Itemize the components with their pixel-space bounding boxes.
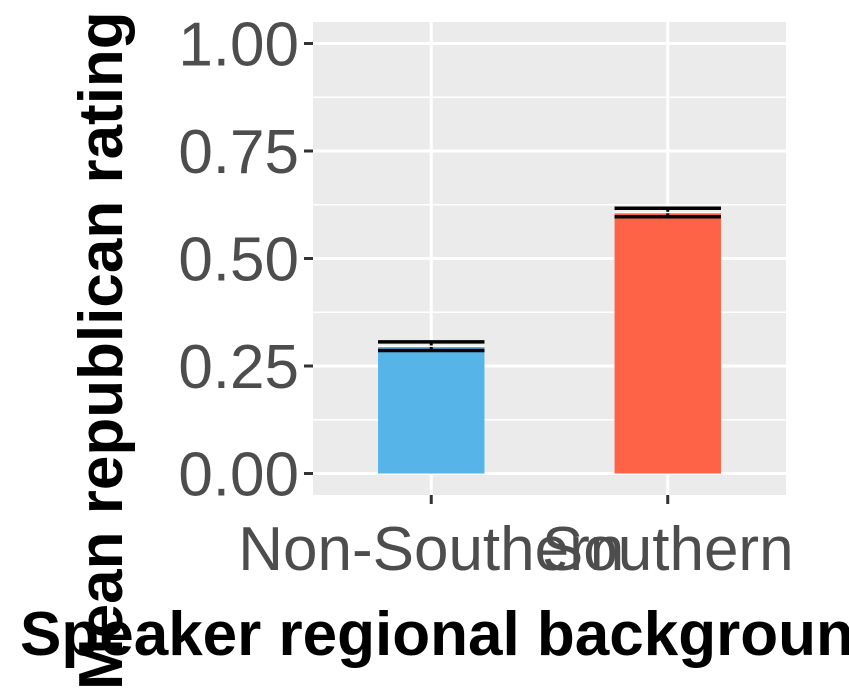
error-bars: [378, 206, 721, 353]
x-tick-label: Southern: [542, 515, 794, 584]
bars: [378, 212, 721, 474]
y-tick-label: 0.50: [178, 226, 299, 295]
y-axis-title: Mean republican rating: [67, 11, 136, 690]
y-tick-label: 0.00: [178, 441, 299, 510]
bar-southern: [614, 212, 721, 474]
y-axis: 0.00 0.25 0.50 0.75 1.00: [178, 11, 313, 510]
y-tick-label: 0.25: [178, 333, 299, 402]
x-tick-label: Non-Southern: [238, 515, 624, 584]
y-tick-label: 0.75: [178, 118, 299, 187]
bar-non-southern: [378, 346, 485, 474]
x-axis-title: Speaker regional background: [20, 600, 849, 669]
y-tick-label: 1.00: [178, 11, 299, 80]
